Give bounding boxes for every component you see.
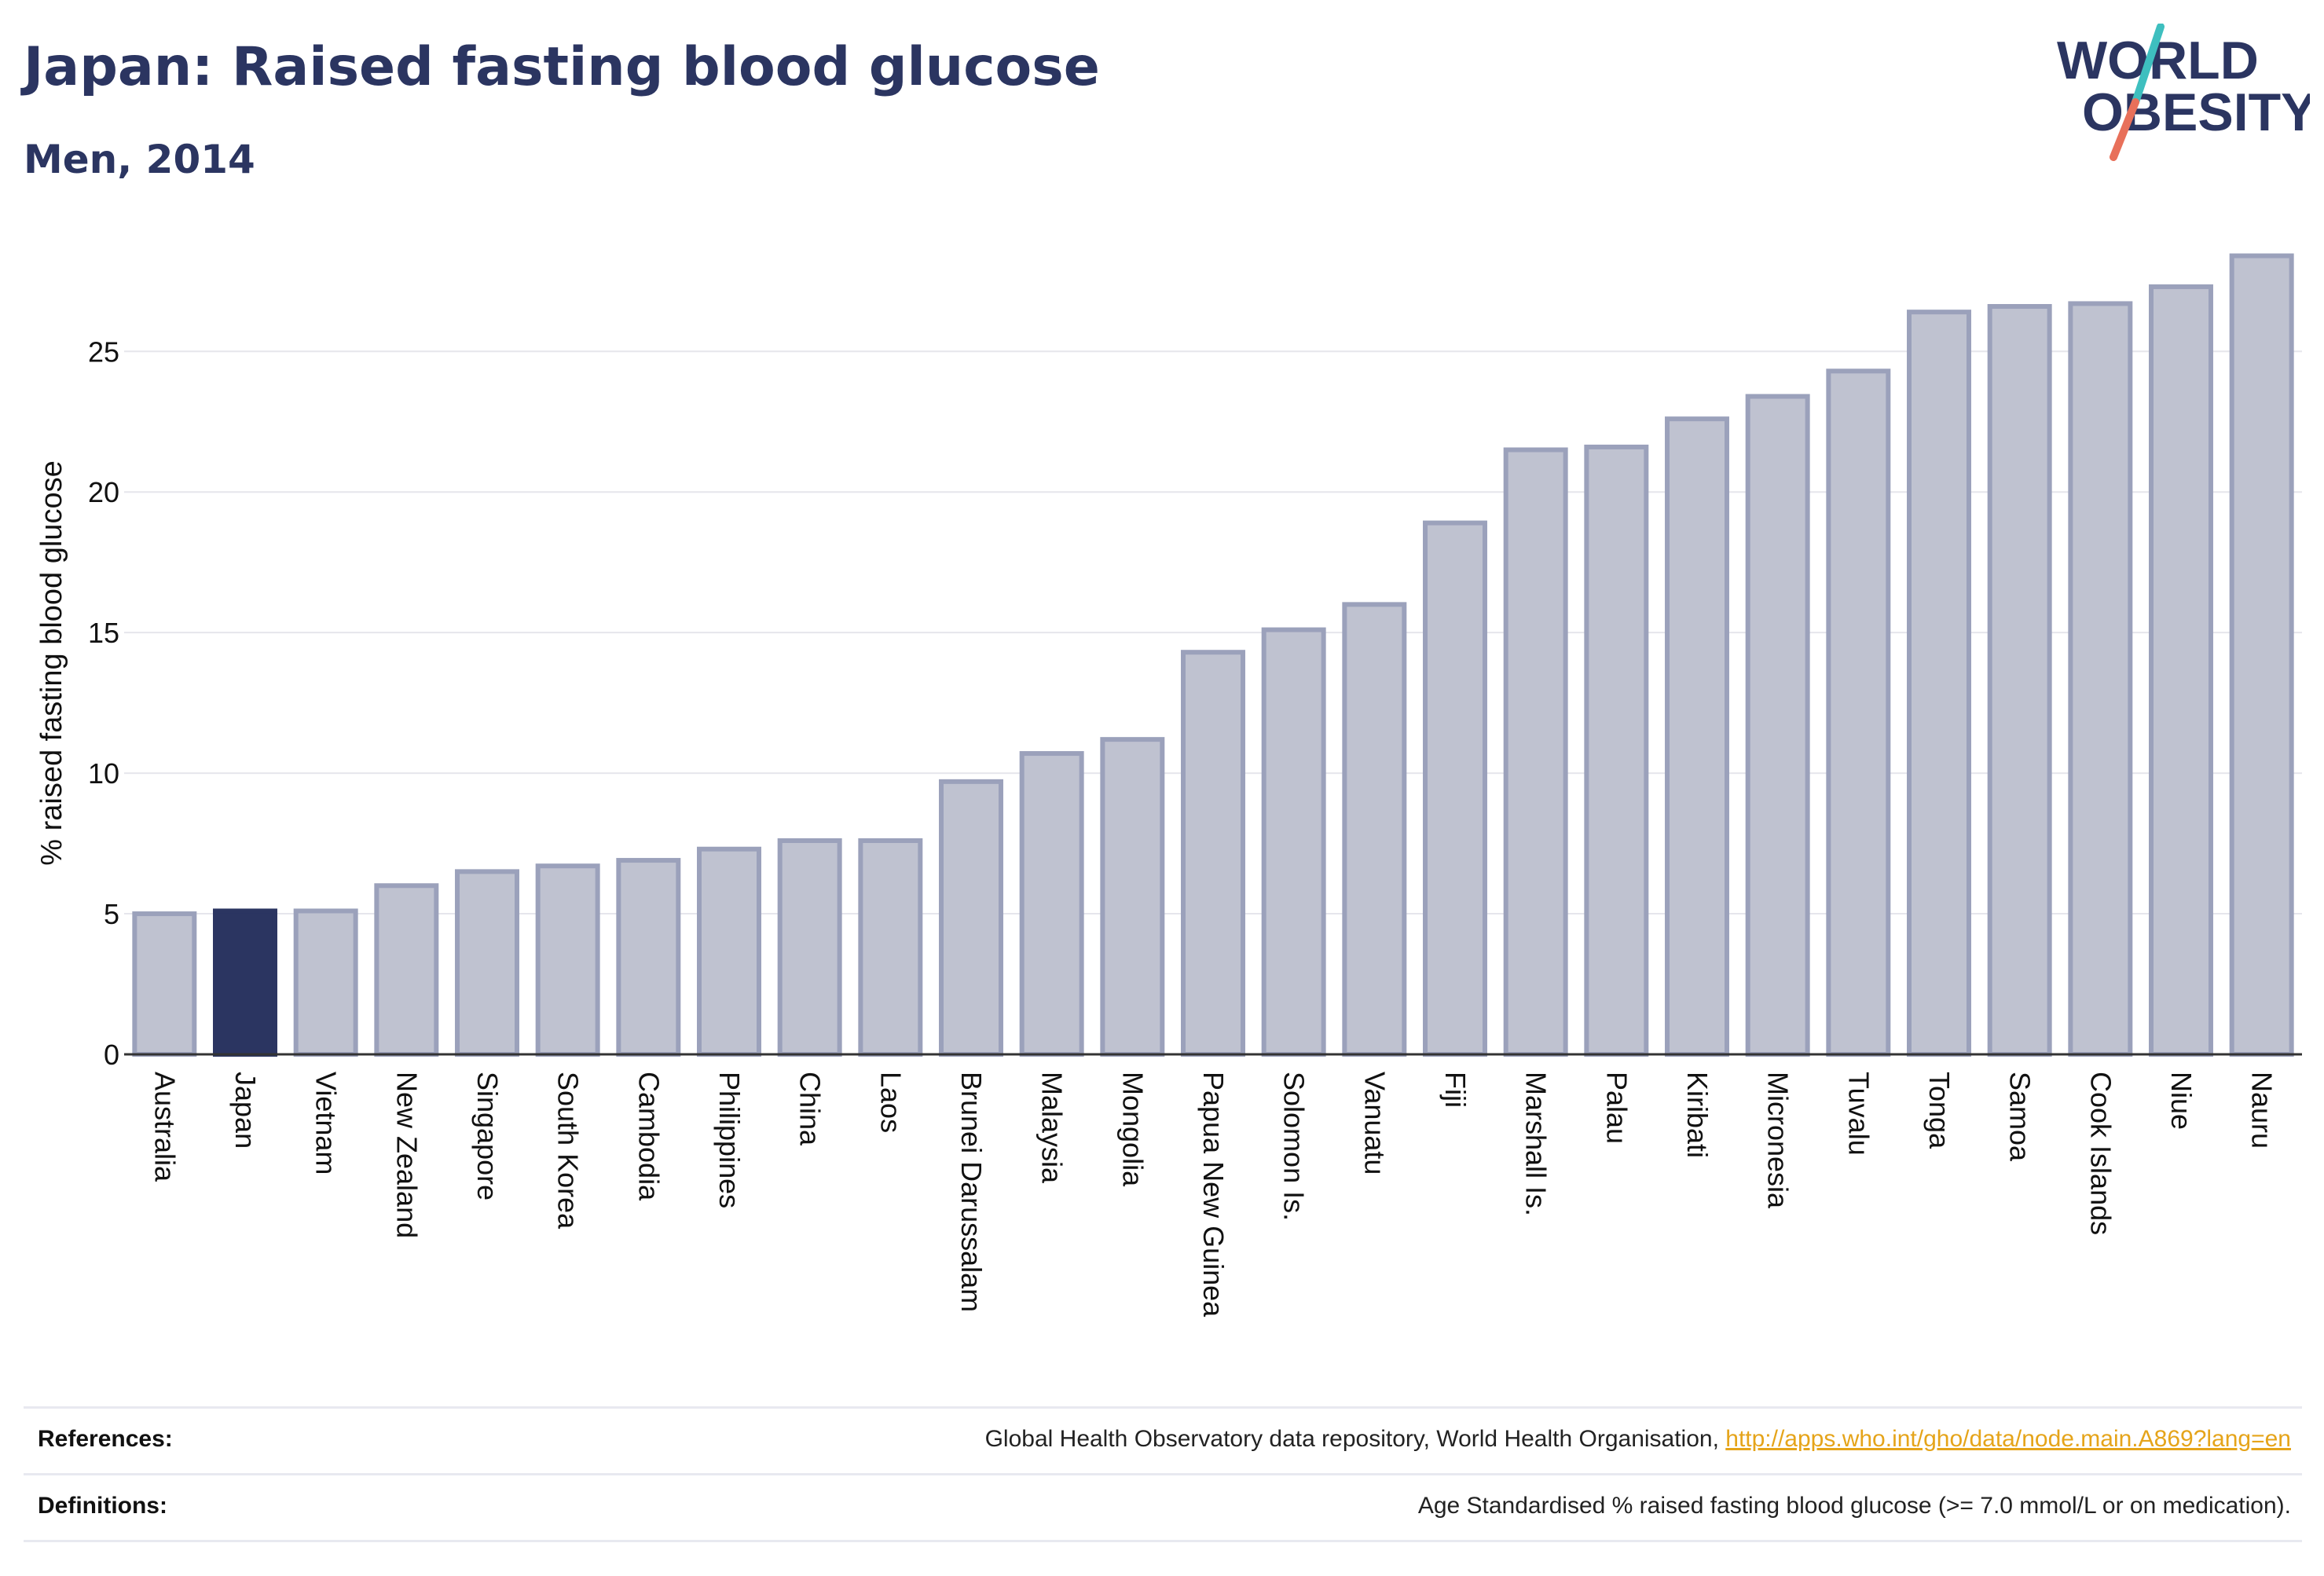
bar-solomon-is (1261, 627, 1326, 1057)
references-value: Global Health Observatory data repositor… (985, 1426, 2291, 1453)
x-tick-label: Niue (2165, 1072, 2198, 1130)
bar-niue (2149, 284, 2213, 1057)
y-tick-labels: 0 5 10 15 20 25 (88, 335, 119, 1071)
bar-vietnam (293, 908, 358, 1057)
x-tick-label: Kiribati (1681, 1072, 1714, 1158)
bar-philippines (697, 846, 761, 1057)
bar-chart: 0 5 10 15 20 25 Australia Japan Vietnam New Zeal… (35, 253, 2302, 1318)
bar-papua-new-guinea (1181, 650, 1245, 1057)
x-tick-label: Mongolia (1116, 1072, 1149, 1187)
references-text: Global Health Observatory data repositor… (984, 1426, 1726, 1452)
x-tick-label: China (794, 1072, 827, 1146)
y-axis-label: % raised fasting blood glucose (35, 460, 68, 865)
x-tick-label: Australia (148, 1072, 181, 1182)
x-tick-label: South Korea (552, 1072, 585, 1230)
definitions-row: Definitions: Age Standardised % raised f… (24, 1473, 2302, 1542)
logo-slash-teal (2132, 24, 2165, 106)
references-row: References: Global Health Observatory da… (24, 1406, 2302, 1473)
logo-slash-coral (2110, 98, 2139, 161)
bar-brunei-darussalam (939, 779, 1003, 1057)
references-link[interactable]: http://apps.who.int/gho/data/node.main.A… (1725, 1426, 2291, 1452)
bar-south-korea (535, 863, 600, 1057)
bars (132, 253, 2294, 1057)
bar-china (777, 838, 842, 1057)
x-tick-label: Philippines (713, 1072, 746, 1208)
x-tick-label: Tuvalu (1842, 1072, 1875, 1156)
x-tick-label: Micronesia (1762, 1072, 1794, 1209)
x-tick-label: Japan (229, 1072, 262, 1149)
x-tick-label: Malaysia (1036, 1072, 1069, 1184)
bar-marshall-is (1503, 447, 1568, 1057)
bar-cambodia (616, 858, 681, 1057)
x-tick-label: Papua New Guinea (1197, 1072, 1230, 1318)
x-tick-label: Vietnam (310, 1072, 343, 1175)
bar-samoa (1987, 304, 2052, 1057)
x-tick-label: Fiji (1439, 1072, 1472, 1108)
bar-vanuatu (1342, 602, 1407, 1057)
x-tick-label: New Zealand (390, 1072, 423, 1238)
definitions-label: Definitions: (38, 1493, 167, 1519)
x-tick-label: Laos (874, 1072, 907, 1133)
x-tick-label: Vanuatu (1358, 1072, 1391, 1175)
x-tick-label: Cambodia (632, 1072, 665, 1201)
y-tick-label: 10 (88, 757, 119, 790)
y-tick-label: 0 (104, 1039, 119, 1071)
x-tick-label: Brunei Darussalam (955, 1072, 988, 1312)
y-tick-label: 15 (88, 617, 119, 649)
bar-palau (1584, 444, 1649, 1057)
x-tick-labels: Australia Japan Vietnam New Zealand Singapor… (148, 1072, 2278, 1318)
bar-australia (132, 911, 197, 1057)
references-label: References: (38, 1426, 173, 1452)
y-tick-label: 5 (104, 898, 119, 930)
bar-tuvalu (1826, 368, 1891, 1057)
x-tick-label: Marshall Is. (1520, 1072, 1552, 1216)
bar-singapore (455, 869, 519, 1057)
chart-footer: References: Global Health Observatory da… (24, 1406, 2302, 1542)
bar-japan (213, 908, 277, 1057)
bar-new-zealand (374, 883, 439, 1057)
x-tick-label: Palau (1600, 1072, 1633, 1144)
bar-kiribati (1665, 416, 1729, 1057)
bar-fiji (1423, 520, 1487, 1057)
y-tick-label: 20 (88, 476, 119, 508)
x-tick-label: Solomon Is. (1278, 1072, 1310, 1221)
x-tick-label: Cook Islands (2084, 1072, 2117, 1235)
chart-title: Japan: Raised fasting blood glucose (24, 36, 1100, 98)
bar-laos (858, 838, 923, 1057)
x-tick-label: Nauru (2246, 1072, 2278, 1149)
bar-malaysia (1019, 751, 1084, 1057)
bar-micronesia (1745, 394, 1810, 1057)
x-tick-label: Samoa (2004, 1072, 2036, 1162)
definitions-value: Age Standardised % raised fasting blood … (1417, 1493, 2291, 1519)
chart-subtitle: Men, 2014 (24, 137, 255, 182)
bar-cook-islands (2068, 301, 2133, 1057)
x-tick-label: Singapore (471, 1072, 504, 1200)
bar-tonga (1907, 310, 1971, 1057)
y-tick-label: 25 (88, 335, 119, 368)
bar-nauru (2229, 253, 2294, 1057)
bar-mongolia (1100, 737, 1165, 1057)
world-obesity-logo: WORLD OBESITY (2057, 24, 2310, 161)
x-tick-label: Tonga (1923, 1072, 1956, 1149)
